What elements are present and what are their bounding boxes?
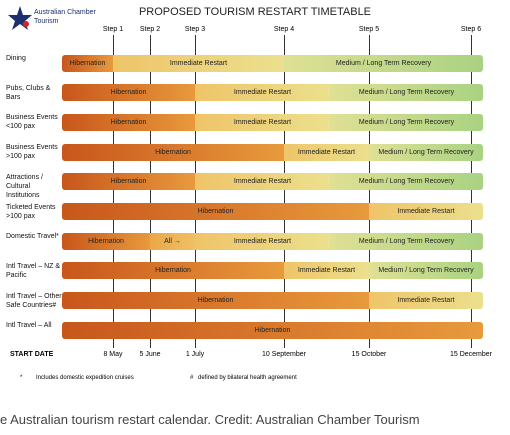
phase-segment: Hibernation: [62, 84, 195, 102]
phase-segment: Hibernation: [62, 173, 195, 191]
row-label: Intl Travel – NZ & Pacific: [6, 262, 61, 279]
phase-segment: Medium / Long Term Recovery: [330, 173, 483, 191]
phase-segment: Immediate Restart: [284, 262, 369, 280]
phase-segment: Hibernation: [62, 54, 113, 72]
phase-segment: Hibernation: [62, 292, 369, 310]
row-label: Business Events <100 pax: [6, 114, 58, 131]
row-label: Attractions / Cultural Institutions: [6, 173, 43, 199]
step-line: [113, 35, 114, 348]
row-label: Ticketed Events >100 pax: [6, 203, 56, 220]
phase-segment: Hibernation: [62, 321, 483, 339]
phase-segment: Hibernation: [62, 262, 284, 280]
logo-line: Tourism: [34, 18, 59, 25]
step-label: Step 3: [184, 26, 206, 33]
logo-line: Australian Chamber: [34, 9, 96, 16]
row-label: Domestic Travel*: [6, 233, 59, 241]
phase-segment: Medium / Long Term Recovery: [369, 262, 483, 280]
phase-segment: Medium / Long Term Recovery: [330, 113, 483, 131]
row-label: Business Events >100 pax: [6, 144, 58, 161]
start-date: 1 July: [185, 351, 205, 358]
phase-segment: Immediate Restart: [369, 292, 483, 310]
phase-segment: Immediate Restart: [195, 84, 330, 102]
phase-segment: Medium / Long Term Recovery: [369, 143, 483, 161]
phase-segment: Medium / Long Term Recovery: [330, 84, 483, 102]
start-date: 15 October: [351, 351, 387, 358]
phase-segment: Immediate Restart: [113, 54, 284, 72]
start-date: 15 December: [449, 351, 493, 358]
step-line: [471, 35, 472, 348]
start-date: 5 June: [139, 351, 161, 358]
footnote: defined by bilateral health agreement: [198, 375, 297, 381]
title: PROPOSED TOURISM RESTART TIMETABLE: [138, 6, 372, 18]
start-date: 10 September: [262, 351, 306, 358]
row-label: Intl Travel – All: [6, 322, 52, 330]
footnote-mark: *: [20, 375, 23, 381]
step-line: [284, 35, 285, 348]
phase-segment: Immediate Restart: [369, 203, 483, 220]
phase-segment: Hibernation: [62, 143, 284, 161]
row-label: Dining: [6, 55, 26, 62]
phase-segment: Medium / Long Term Recovery: [330, 232, 483, 250]
footnote-mark: #: [190, 375, 194, 381]
step-label: Step 6: [460, 26, 482, 33]
phase-segment: Immediate Restart: [284, 143, 369, 161]
phase-segment: All →: [150, 232, 195, 250]
phase-segment: Hibernation: [62, 113, 195, 131]
phase-segment: Immediate Restart: [195, 113, 330, 131]
row-label: Intl Travel – Other Safe Countries#: [6, 292, 62, 309]
phase-segment: Medium / Long Term Recovery: [284, 54, 483, 72]
logo-mark: [8, 6, 32, 30]
start-date-label: START DATE: [10, 351, 54, 358]
step-label: Step 5: [358, 26, 380, 33]
step-label: Step 2: [139, 26, 161, 33]
phase-segment: Immediate Restart: [195, 173, 330, 191]
phase-segment: Hibernation: [62, 203, 369, 220]
row-label: Pubs, Clubs & Bars: [6, 84, 51, 101]
caption: e Australian tourism restart calendar. C…: [0, 412, 420, 427]
phase-segment: Immediate Restart: [195, 232, 330, 250]
step-line: [150, 35, 151, 348]
step-label: Step 1: [102, 26, 124, 33]
logo-text: Australian Chamber Tourism: [34, 8, 96, 26]
phase-segment: Hibernation: [62, 232, 150, 250]
footnote: Includes domestic expedition cruises: [36, 375, 134, 381]
step-line: [195, 35, 196, 348]
step-line: [369, 35, 370, 348]
step-label: Step 4: [273, 26, 295, 33]
start-date: 8 May: [103, 351, 123, 358]
